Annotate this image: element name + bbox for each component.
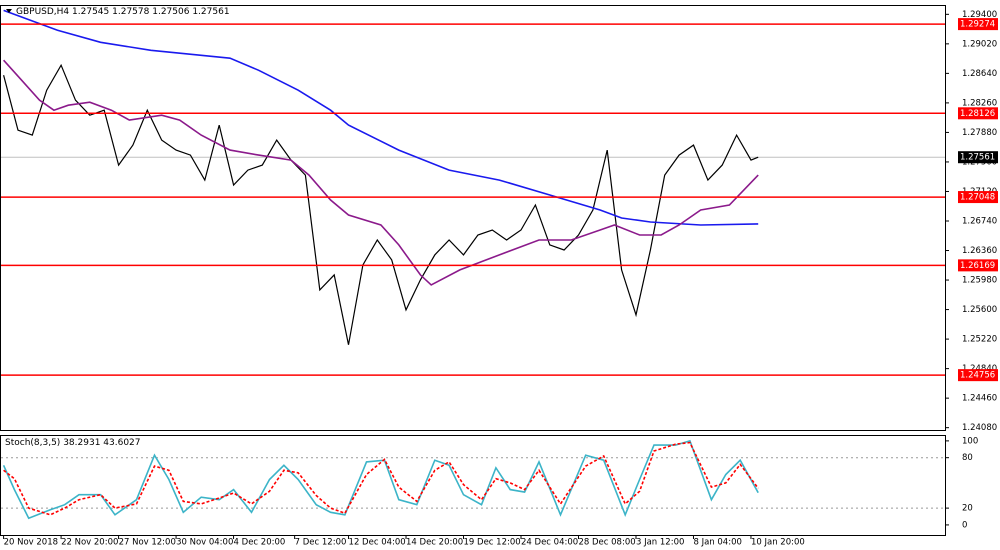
x-tick-label: 12 Dec 04:00 bbox=[349, 538, 406, 548]
y-tick-label: 1.24840 bbox=[962, 364, 997, 374]
current-price-label: 1.27561 bbox=[960, 153, 995, 163]
x-tick-label: 22 Nov 20:00 bbox=[61, 538, 118, 548]
stoch-header: Stoch(8,3,5) 38.2931 43.6027 bbox=[5, 438, 141, 448]
y-tick-label: 1.28640 bbox=[962, 69, 997, 79]
level-label-box bbox=[958, 369, 998, 382]
close: 1.27561 bbox=[192, 7, 229, 17]
x-tick-label: 7 Dec 12:00 bbox=[295, 538, 347, 548]
level-label: 1.26169 bbox=[960, 261, 995, 271]
price-header: GBPUSD,H4 1.27545 1.27578 1.27506 1.2756… bbox=[16, 7, 230, 17]
y-tick-label: 1.27880 bbox=[962, 128, 997, 138]
y-tick-label: 1.24460 bbox=[962, 394, 997, 404]
marks: 1.29400 1.29020 1.28640 1.28260 1.27880 1.275… bbox=[1, 9, 998, 548]
level-label-box bbox=[958, 18, 998, 31]
y-tick-label: 1.28260 bbox=[962, 98, 997, 108]
level-label-box bbox=[958, 107, 998, 120]
level-label: 1.28126 bbox=[960, 109, 995, 119]
stoch-panel bbox=[0, 435, 946, 536]
x-tick-label: 27 Nov 12:00 bbox=[119, 538, 176, 548]
level-label-box bbox=[958, 191, 998, 204]
x-tick-label: 8 Jan 04:00 bbox=[693, 538, 741, 548]
series-line bbox=[2, 439, 759, 520]
y-tick-label: 1.25980 bbox=[962, 276, 997, 286]
current-price-box bbox=[958, 151, 998, 164]
x-tick-label: 14 Dec 20:00 bbox=[406, 538, 463, 548]
menu-icon bbox=[6, 9, 12, 13]
x-tick-label: 24 Dec 04:00 bbox=[521, 538, 578, 548]
y-tick-label: 20 bbox=[962, 504, 973, 514]
y-tick-label: 1.24080 bbox=[962, 423, 997, 433]
x-tick-label: 30 Nov 04:00 bbox=[176, 538, 233, 548]
price-panel bbox=[0, 5, 946, 431]
series-line bbox=[3, 441, 759, 516]
series-line bbox=[3, 63, 759, 345]
y-tick-label: 1.25600 bbox=[962, 305, 997, 315]
y-tick-label: 1.26740 bbox=[962, 216, 997, 226]
level-label-box bbox=[958, 259, 998, 272]
symbol: GBPUSD,H4 bbox=[16, 7, 69, 17]
y-tick-label: 100 bbox=[962, 436, 978, 446]
x-tick-label: 20 Nov 2018 bbox=[4, 538, 58, 548]
x-tick-label: 19 Dec 12:00 bbox=[464, 538, 521, 548]
y-tick-label: 1.29400 bbox=[962, 10, 997, 20]
open: 1.27545 bbox=[72, 7, 109, 17]
low: 1.27506 bbox=[152, 7, 189, 17]
stoch-main: 38.2931 bbox=[63, 438, 100, 448]
level-label: 1.29274 bbox=[960, 20, 995, 30]
stoch-signal: 43.6027 bbox=[103, 438, 140, 448]
x-tick-label: 4 Dec 20:00 bbox=[234, 538, 286, 548]
y-tick-label: 1.26360 bbox=[962, 246, 997, 256]
level-label: 1.27048 bbox=[960, 193, 995, 203]
high: 1.27578 bbox=[112, 7, 149, 17]
series-line bbox=[3, 59, 759, 286]
y-tick-label: 80 bbox=[962, 453, 973, 463]
y-tick-label: 1.29020 bbox=[962, 39, 997, 49]
x-tick-label: 3 Jan 12:00 bbox=[636, 538, 684, 548]
x-tick-label: 10 Jan 20:00 bbox=[751, 538, 805, 548]
y-tick-label: 0 bbox=[962, 520, 967, 530]
series-line bbox=[3, 9, 759, 226]
stoch-name: Stoch(8,3,5) bbox=[5, 438, 60, 448]
x-tick-label: 28 Dec 08:00 bbox=[578, 538, 635, 548]
y-tick-label: 1.25220 bbox=[962, 335, 997, 345]
level-label: 1.24756 bbox=[960, 371, 995, 381]
